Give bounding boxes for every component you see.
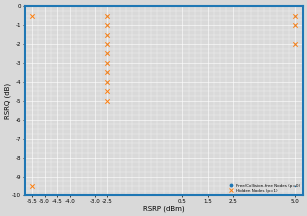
Point — [105, 14, 110, 17]
Point — [105, 23, 110, 27]
Point — [105, 14, 110, 17]
Point — [105, 90, 110, 93]
Point — [293, 42, 298, 46]
Legend: Free/Collision-free Nodes (p=0), Hidden Nodes (p=1): Free/Collision-free Nodes (p=0), Hidden … — [226, 183, 301, 193]
Point — [105, 71, 110, 74]
Point — [293, 23, 298, 27]
Point — [293, 184, 298, 188]
Point — [105, 42, 110, 46]
Point — [105, 42, 110, 46]
Point — [293, 23, 298, 27]
Point — [105, 33, 110, 36]
Point — [105, 80, 110, 84]
Point — [293, 42, 298, 46]
Point — [105, 61, 110, 65]
Point — [293, 14, 298, 17]
Point — [293, 14, 298, 17]
Point — [105, 23, 110, 27]
Point — [29, 184, 34, 188]
Point — [105, 61, 110, 65]
Point — [105, 71, 110, 74]
Y-axis label: RSRQ (dB): RSRQ (dB) — [4, 83, 11, 119]
Point — [105, 80, 110, 84]
X-axis label: RSRP (dBm): RSRP (dBm) — [143, 205, 185, 212]
Point — [105, 33, 110, 36]
Point — [105, 52, 110, 55]
Point — [105, 52, 110, 55]
Point — [105, 99, 110, 103]
Point — [29, 14, 34, 17]
